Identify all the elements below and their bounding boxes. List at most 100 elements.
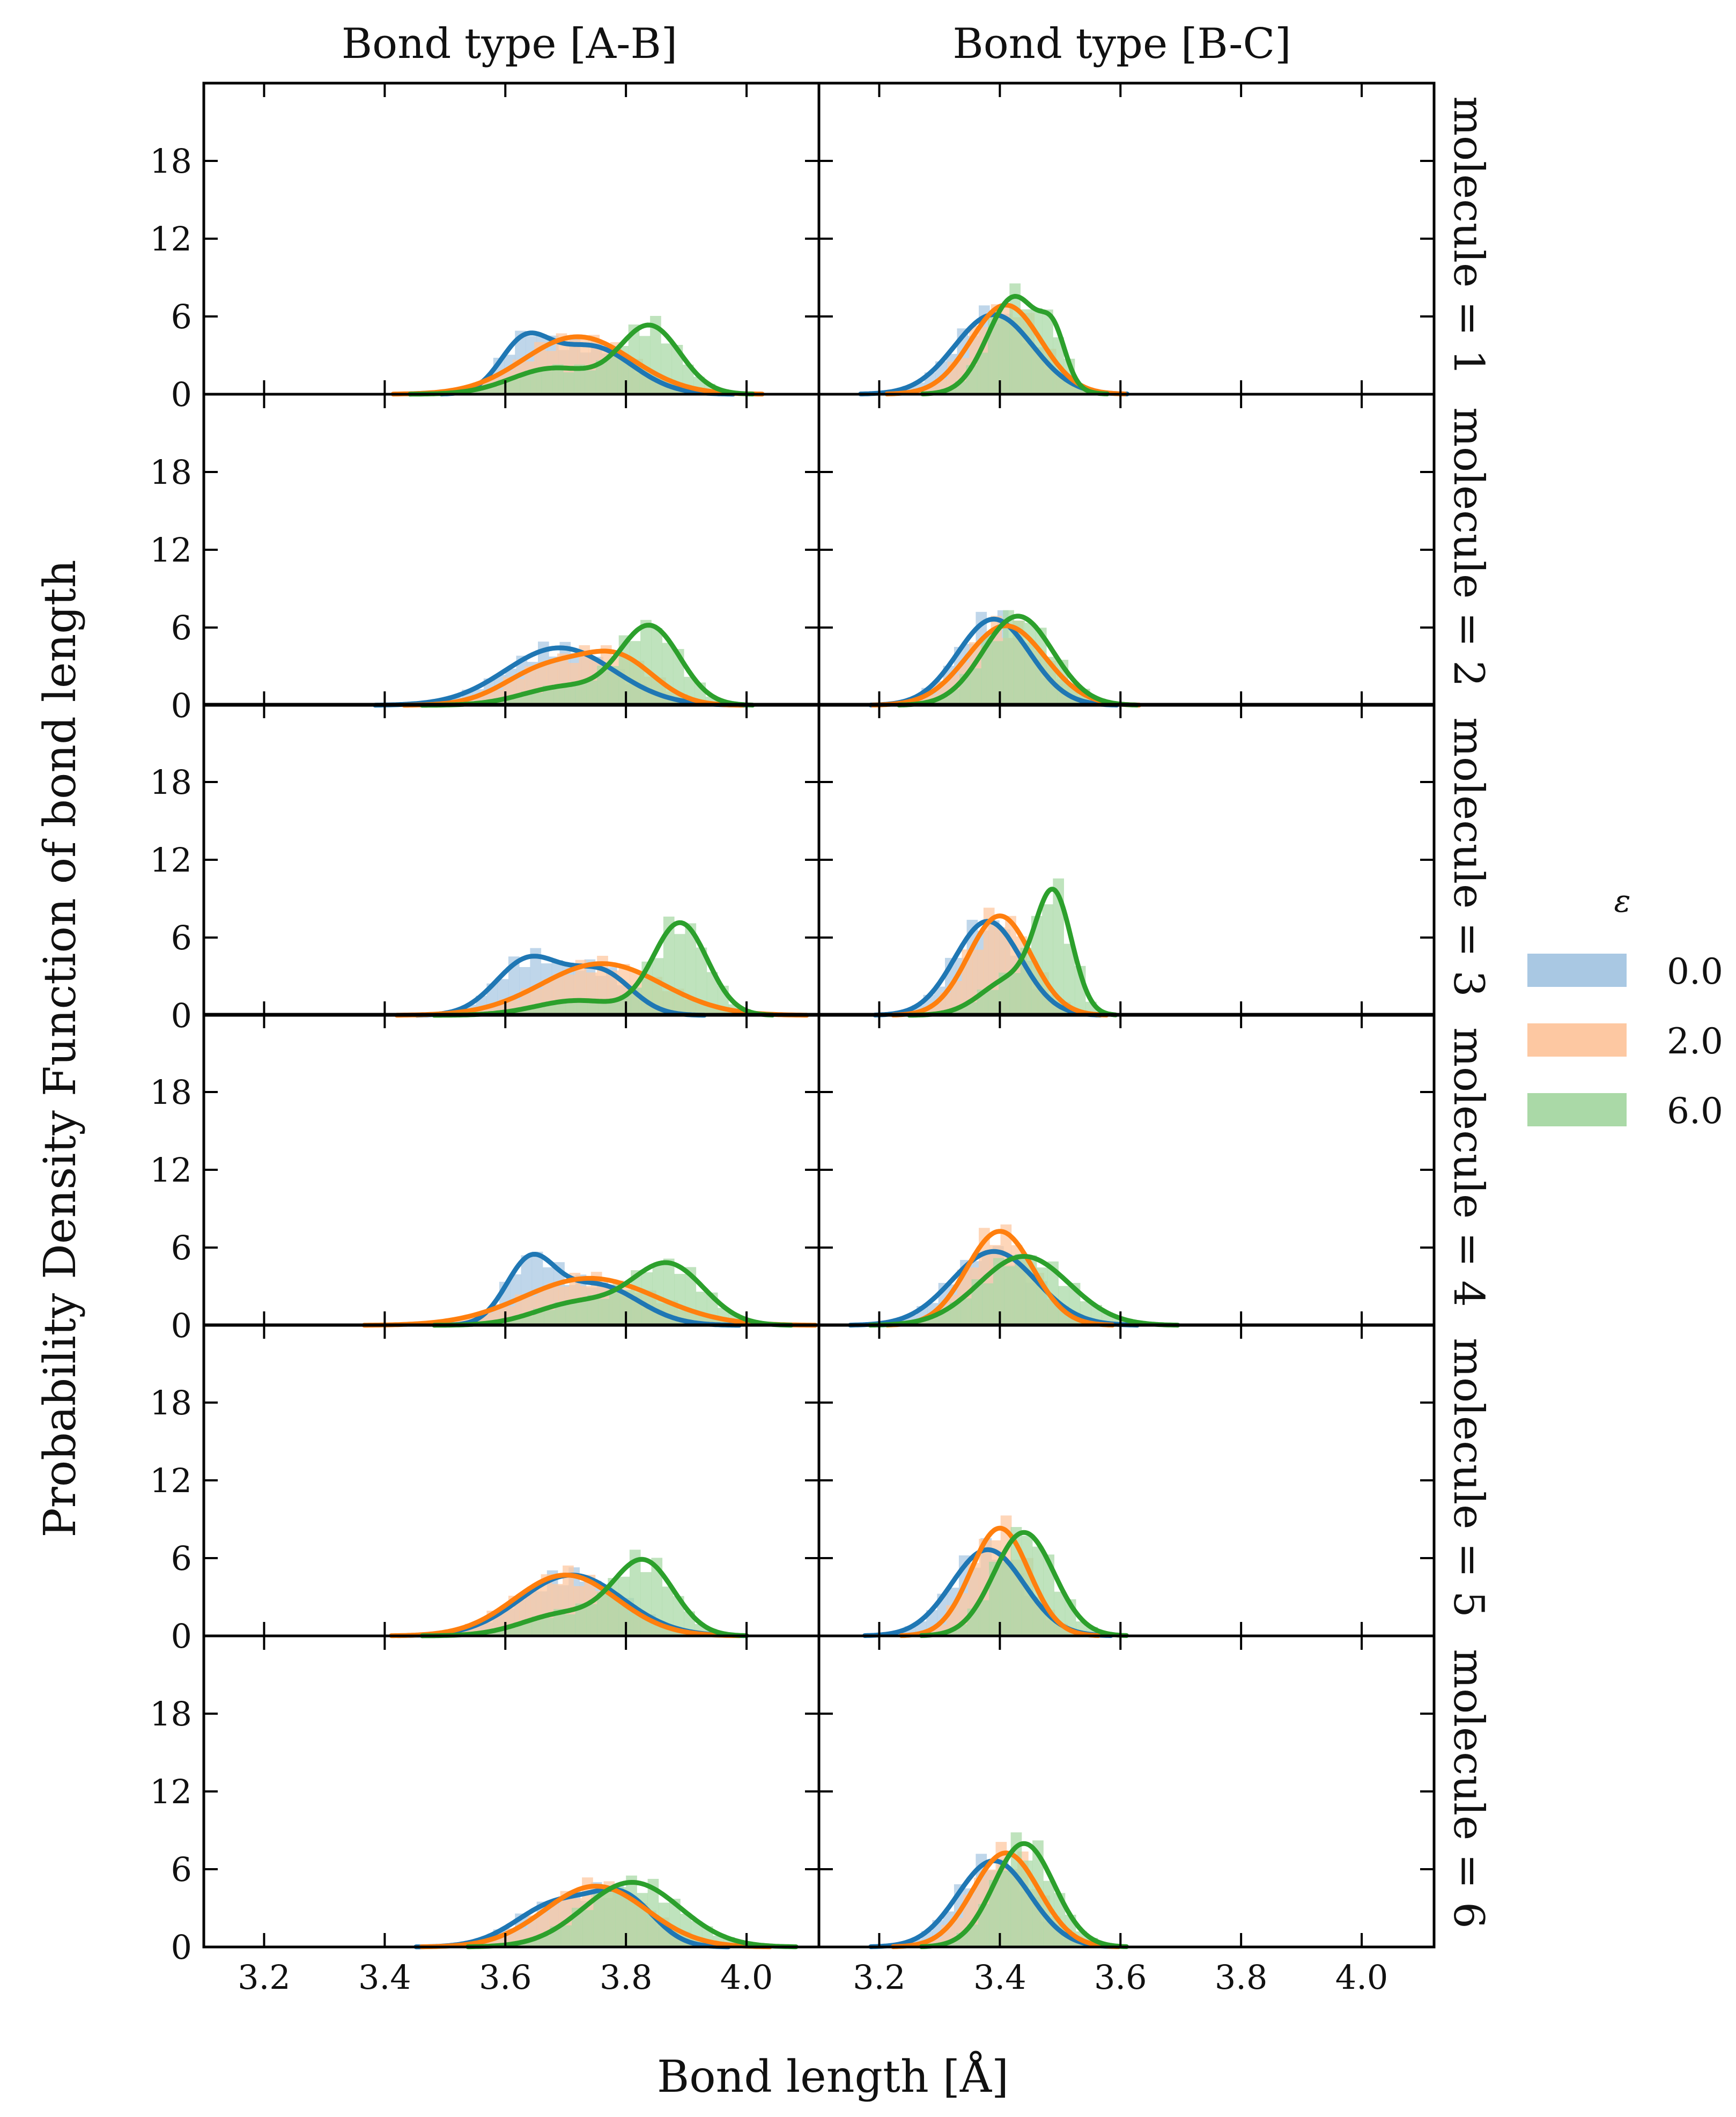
hist-bar — [1000, 1870, 1011, 1947]
hist-bar — [531, 692, 543, 705]
y-tick-label: 18 — [150, 142, 192, 181]
row-title-2: molecule = 2 — [1444, 407, 1493, 687]
kde-line-eps-6.0 — [919, 1530, 1129, 1638]
hist-bar — [993, 1258, 1004, 1325]
hist-bar — [541, 371, 553, 394]
hist-bar — [565, 1302, 577, 1325]
hist-bar — [564, 683, 576, 705]
hist-bar — [970, 668, 982, 705]
kde-line-eps-6.0 — [907, 887, 1118, 1018]
legend-label-1: 2.0 — [1667, 1021, 1723, 1062]
panel-frames: 0 6 12 18 0 6 12 18 0 6 12 18 0 6 12 18 0 6 12 18 0 6 12 18 3.2 3… — [150, 82, 1436, 1997]
hist-bar — [531, 1617, 543, 1636]
hist-bar — [560, 1925, 572, 1947]
hist-bar — [488, 1631, 500, 1636]
panel-m1-a-b — [390, 316, 765, 397]
kde-line-eps-2.0 — [401, 648, 745, 708]
hist-bar — [1009, 973, 1021, 1015]
panel-m2-b-c — [868, 610, 1142, 707]
y-tick-label: 6 — [171, 1539, 192, 1578]
kde-line-eps-2.0 — [390, 334, 765, 397]
legend-title: ε — [1614, 883, 1630, 919]
panel-frame — [817, 1013, 1436, 1327]
kde-line-eps-6.0 — [419, 1557, 749, 1639]
hist-bar — [609, 1284, 620, 1325]
kde-line-eps-0.0 — [414, 954, 707, 1018]
y-tick-label: 6 — [171, 608, 192, 647]
hist-bar — [553, 688, 565, 705]
hist-bar — [674, 1274, 685, 1325]
y-tick-label: 12 — [150, 219, 192, 259]
column-title-bc: Bond type [B-C] — [952, 20, 1291, 68]
hist-bar — [1003, 610, 1014, 705]
row-title-4: molecule = 4 — [1444, 1027, 1493, 1307]
panel-m4-a-b — [361, 1251, 818, 1328]
hist-bar — [674, 934, 685, 1015]
hist-bar — [563, 372, 574, 394]
row-title-5: molecule = 5 — [1444, 1338, 1493, 1618]
panel-m3-b-c — [873, 878, 1118, 1018]
y-axis-label: Probability Density Function of bond len… — [35, 559, 86, 1537]
hist-bar — [640, 619, 652, 705]
hist-bar — [967, 1924, 979, 1947]
hist-bar — [1004, 1266, 1015, 1325]
kde-line-eps-6.0 — [868, 1254, 1180, 1328]
hist-bar — [945, 1942, 957, 1947]
hist-bar — [544, 1310, 555, 1325]
kde-line-eps-6.0 — [920, 294, 1110, 396]
kde-line-eps-6.0 — [919, 1841, 1129, 1949]
panel-m3-a-b — [394, 916, 809, 1018]
hist-bar — [522, 1316, 534, 1325]
legend-swatch-1 — [1527, 1023, 1627, 1057]
hist-bar — [978, 1600, 989, 1636]
legend: ε 0.0 2.0 6.0 — [1527, 883, 1723, 1132]
y-tick-label: 6 — [171, 1228, 192, 1267]
row-title-3: molecule = 3 — [1444, 717, 1493, 997]
y-tick-label: 6 — [171, 297, 192, 336]
hist-bar — [615, 1887, 626, 1947]
y-tick-label: 0 — [171, 1928, 192, 1967]
kde-line-eps-2.0 — [899, 1525, 1101, 1638]
x-tick-label: 3.4 — [973, 1958, 1026, 1997]
hist-bar — [987, 990, 999, 1015]
panel-m4-b-c — [848, 1224, 1180, 1328]
hist-bar — [555, 1003, 566, 1015]
hist-bar — [607, 354, 618, 394]
hist-bar — [564, 1614, 576, 1636]
hist-bar — [999, 972, 1010, 1015]
hist-bar — [555, 1302, 566, 1325]
kde-line-eps-2.0 — [361, 1275, 818, 1328]
x-axis-label: Bond length [Å] — [657, 2050, 1009, 2103]
y-tick-label: 18 — [150, 1073, 192, 1112]
hist-bar — [999, 318, 1010, 394]
y-tick-label: 12 — [150, 1772, 192, 1811]
hist-bar — [586, 680, 597, 705]
panel-frame — [202, 1323, 821, 1637]
y-tick-label: 12 — [150, 530, 192, 570]
x-tick-label: 4.0 — [1335, 1958, 1388, 1997]
hist-bar — [629, 641, 641, 705]
hist-bar — [1053, 878, 1064, 1015]
kde-line-eps-6.0 — [466, 1880, 799, 1950]
hist-bar — [598, 1002, 610, 1015]
legend-label-0: 0.0 — [1667, 951, 1723, 992]
hist-bar — [696, 947, 707, 1015]
hist-bar — [651, 1558, 663, 1636]
hist-bar — [1015, 1253, 1026, 1325]
hist-bar — [585, 370, 596, 394]
kde-line-eps-2.0 — [891, 913, 1109, 1017]
chart-marks — [361, 283, 1180, 1950]
hist-bar — [641, 1272, 653, 1325]
legend-swatch-0 — [1527, 954, 1627, 987]
y-tick-label: 12 — [150, 1150, 192, 1190]
kde-line-eps-6.0 — [408, 322, 755, 397]
y-tick-label: 6 — [171, 1850, 192, 1889]
hist-bar — [553, 1609, 565, 1636]
hist-bar — [619, 1290, 631, 1325]
panel-frame — [817, 1323, 1436, 1637]
legend-swatch-2 — [1527, 1093, 1627, 1126]
hist-bar — [945, 1630, 957, 1636]
hist-bar — [609, 999, 620, 1015]
kde-line-eps-6.0 — [432, 1260, 794, 1328]
hist-bar — [576, 1300, 588, 1325]
